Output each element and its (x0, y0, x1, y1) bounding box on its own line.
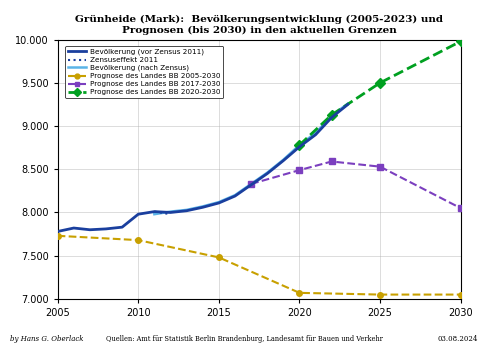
Text: Quellen: Amt für Statistik Berlin Brandenburg, Landesamt für Bauen und Verkehr: Quellen: Amt für Statistik Berlin Brande… (105, 335, 383, 343)
Text: 03.08.2024: 03.08.2024 (438, 335, 478, 343)
Text: by Hans G. Oberlack: by Hans G. Oberlack (10, 335, 83, 343)
Legend: Bevölkerung (vor Zensus 2011), Zensuseffekt 2011, Bevölkerung (nach Zensus), Pro: Bevölkerung (vor Zensus 2011), Zensuseff… (65, 46, 223, 98)
Title: Grünheide (Mark):  Bevölkerungsentwicklung (2005-2023) und
Prognosen (bis 2030) : Grünheide (Mark): Bevölkerungsentwicklun… (75, 15, 443, 35)
